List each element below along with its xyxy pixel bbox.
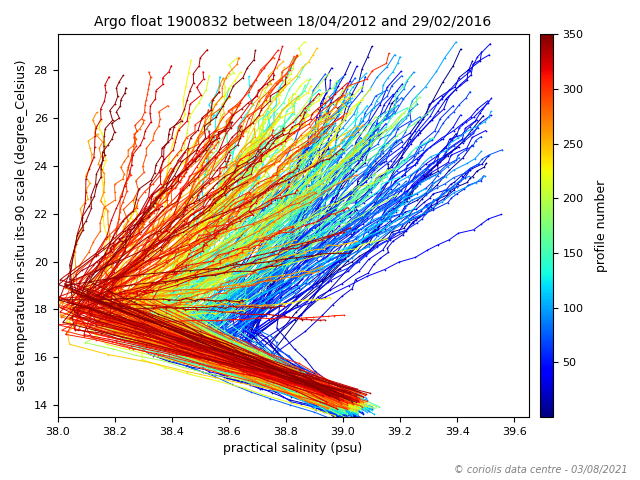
Y-axis label: sea temperature in-situ its-90 scale (degree_Celsius): sea temperature in-situ its-90 scale (de…	[15, 60, 28, 392]
Title: Argo float 1900832 between 18/04/2012 and 29/02/2016: Argo float 1900832 between 18/04/2012 an…	[95, 15, 492, 29]
Y-axis label: profile number: profile number	[595, 180, 607, 272]
X-axis label: practical salinity (psu): practical salinity (psu)	[223, 443, 363, 456]
Text: © coriolis data centre - 03/08/2021: © coriolis data centre - 03/08/2021	[454, 465, 627, 475]
